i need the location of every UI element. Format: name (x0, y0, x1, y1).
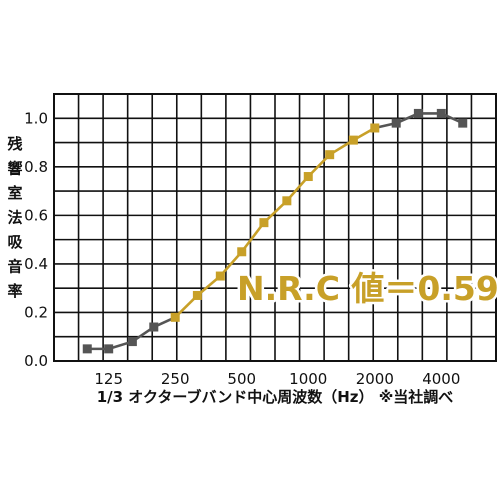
x-tick-label: 2000 (356, 370, 394, 388)
y-tick-label: 0.2 (24, 303, 48, 321)
grid (53, 93, 497, 362)
data-point (215, 271, 225, 281)
data-point (391, 118, 401, 128)
data-point (413, 108, 423, 118)
data-point (259, 218, 269, 228)
data-point (325, 150, 335, 160)
x-tick-label: 1000 (289, 370, 327, 388)
data-point (303, 172, 313, 182)
x-tick-label: 500 (227, 370, 256, 388)
data-point (104, 344, 114, 354)
y-axis-label: 残響室法吸音率 (7, 135, 23, 300)
x-axis-label: 1/3 オクターブバンド中心周波数（Hz） ※当社調べ (97, 388, 454, 406)
data-point (348, 135, 358, 145)
y-axis-ticks: 0.0 0.2 0.4 0.6 0.8 1.0 (24, 109, 48, 370)
data-point (458, 118, 468, 128)
y-tick-label: 0.0 (24, 352, 48, 370)
x-axis-ticks: 125 250 500 1000 2000 4000 (94, 370, 460, 388)
data-point (237, 247, 247, 257)
x-tick-label: 250 (161, 370, 190, 388)
data-point (192, 290, 202, 300)
series (82, 108, 468, 354)
data-point (436, 108, 446, 118)
y-tick-label: 1.0 (24, 109, 48, 127)
y-tick-label: 0.6 (24, 206, 48, 224)
x-tick-label: 125 (94, 370, 123, 388)
data-point (170, 312, 180, 322)
data-point (82, 344, 92, 354)
data-point (282, 196, 292, 206)
data-point (127, 337, 137, 347)
data-point (149, 322, 159, 332)
series-segment (240, 221, 265, 253)
nrc-annotation: N.R.C 値＝0.59 (237, 269, 499, 308)
data-point (370, 123, 380, 133)
y-tick-label: 0.8 (24, 158, 48, 176)
y-tick-label: 0.4 (24, 255, 48, 273)
x-tick-label: 4000 (422, 370, 460, 388)
